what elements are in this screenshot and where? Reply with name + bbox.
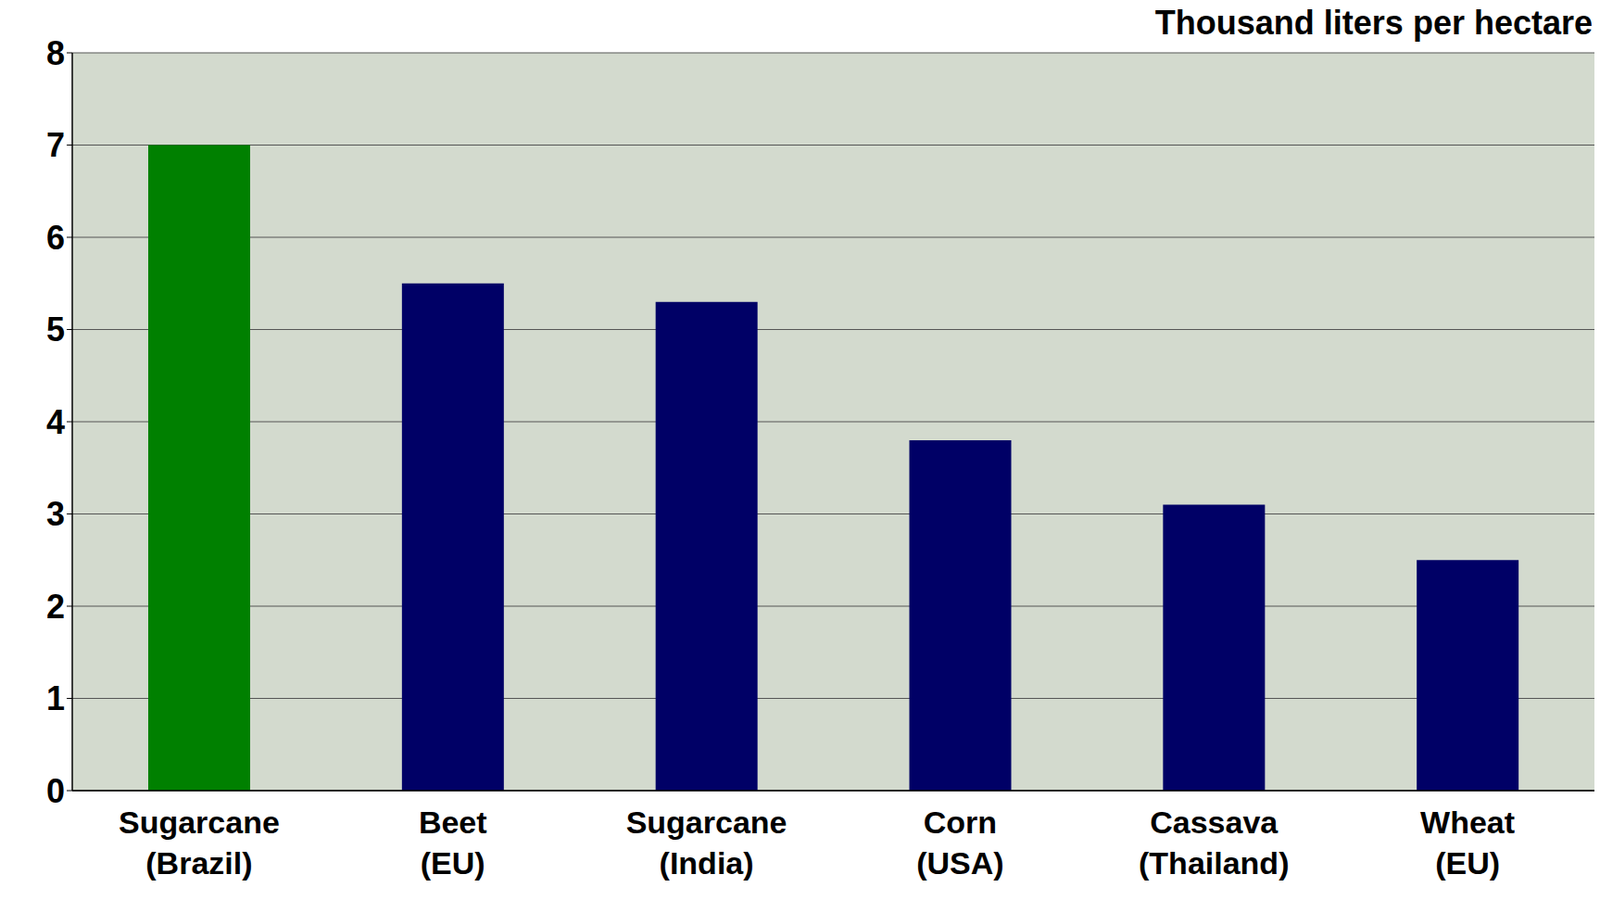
svg-text:Sugarcane(Brazil): Sugarcane(Brazil) <box>118 804 280 881</box>
svg-text:3: 3 <box>46 494 65 533</box>
svg-text:6: 6 <box>46 218 65 257</box>
svg-text:8: 8 <box>46 34 65 73</box>
svg-text:7: 7 <box>46 125 65 164</box>
svg-text:2: 2 <box>46 587 65 626</box>
svg-text:Sugarcane(India): Sugarcane(India) <box>626 804 788 881</box>
svg-text:Beet(EU): Beet(EU) <box>418 804 488 881</box>
svg-text:Corn(USA): Corn(USA) <box>916 804 1004 881</box>
svg-text:Cassava(Thailand): Cassava(Thailand) <box>1138 804 1289 881</box>
svg-text:0: 0 <box>46 771 65 810</box>
svg-text:4: 4 <box>46 403 65 441</box>
svg-text:Wheat(EU): Wheat(EU) <box>1420 804 1515 881</box>
html-text:Thousand liters per hectare: Thousand liters per hectare <box>1155 3 1593 42</box>
svg-text:5: 5 <box>46 310 65 349</box>
svg-text:1: 1 <box>46 679 65 718</box>
